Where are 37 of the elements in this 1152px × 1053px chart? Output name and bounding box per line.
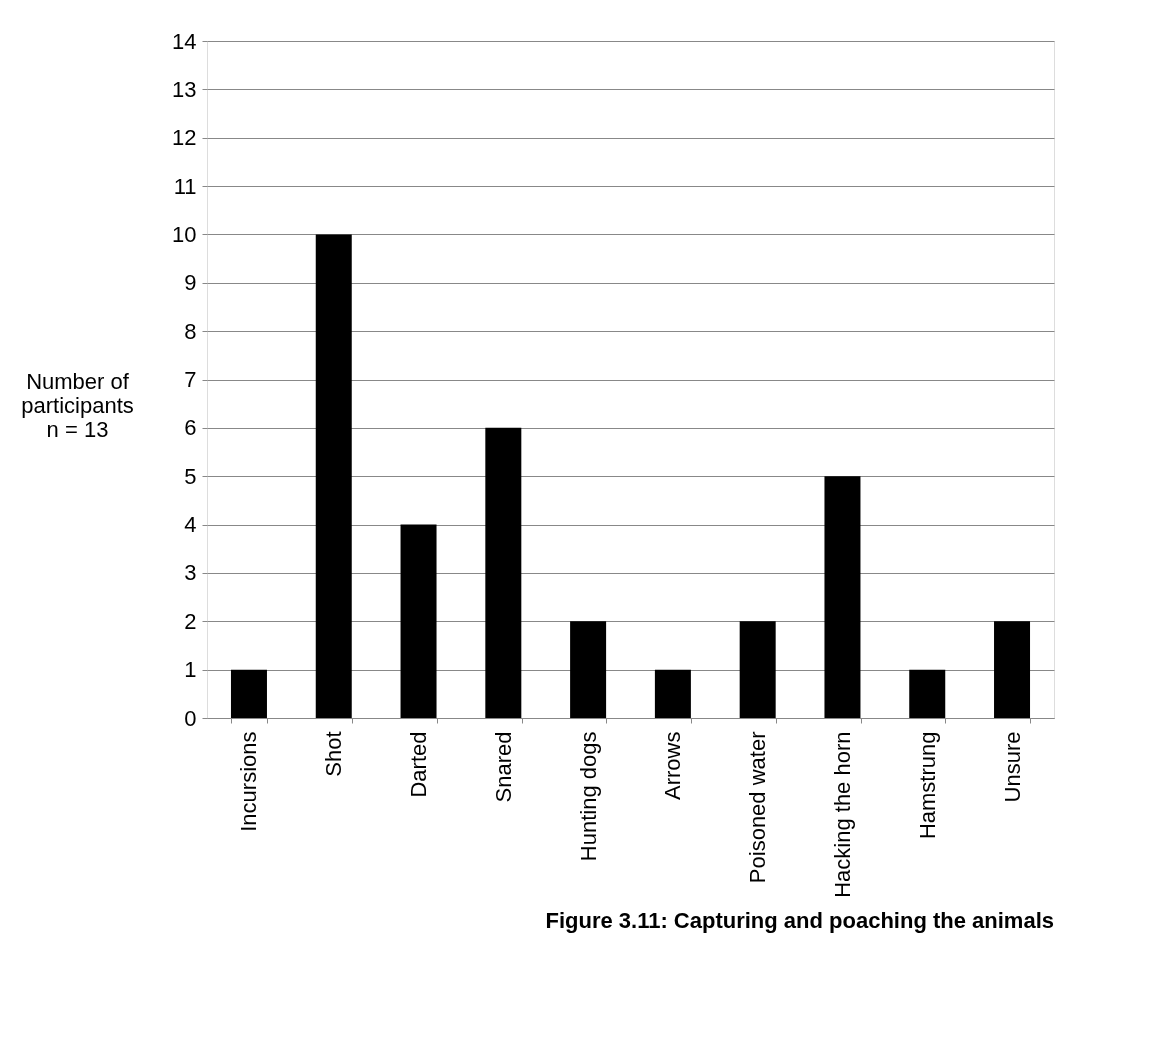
x-tick-label: Shot <box>321 731 347 777</box>
y-tick-label: 5 <box>184 463 197 489</box>
y-tick-label: 2 <box>184 608 197 634</box>
x-tick-label: Darted <box>406 731 432 798</box>
bar <box>994 621 1031 718</box>
bar <box>739 621 776 718</box>
y-tick-label: 3 <box>184 560 197 586</box>
bar <box>824 476 861 718</box>
x-tick-label: Snared <box>490 731 516 803</box>
y-tick-label: 4 <box>184 512 197 538</box>
bar <box>570 621 607 718</box>
y-tick-label: 6 <box>184 415 197 441</box>
bar <box>654 669 691 718</box>
x-tick-label: Poisoned water <box>745 731 771 884</box>
y-tick-label: 11 <box>173 173 197 199</box>
y-tick-label: 8 <box>184 318 197 344</box>
y-tick-label: 9 <box>184 270 197 296</box>
y-tick-label: 7 <box>184 367 197 392</box>
y-tick-label: 10 <box>172 221 197 247</box>
y-tick-label: 1 <box>184 657 197 683</box>
text: Figure 3.11: Capturing and poaching the animals <box>545 908 1054 934</box>
y-tick-label: 13 <box>172 76 197 102</box>
bar <box>485 427 522 718</box>
bar <box>315 234 352 718</box>
x-tick-label: Hamstrung <box>914 731 940 840</box>
x-tick-label: Hacking the horn <box>829 731 855 898</box>
bar <box>400 524 437 718</box>
x-tick-label: Unsure <box>999 731 1025 803</box>
x-tick-label: Hunting dogs <box>575 731 601 862</box>
bar <box>909 669 946 718</box>
y-axis-title: Number of participants n = 13 <box>21 368 134 442</box>
y-tick-label: 0 <box>184 705 197 731</box>
bar <box>230 669 267 718</box>
y-tick-label: 12 <box>172 125 197 151</box>
x-tick-label: Incursions <box>236 731 262 832</box>
y-tick-label: 14 <box>172 28 197 54</box>
x-tick-label: Arrows <box>660 731 686 800</box>
